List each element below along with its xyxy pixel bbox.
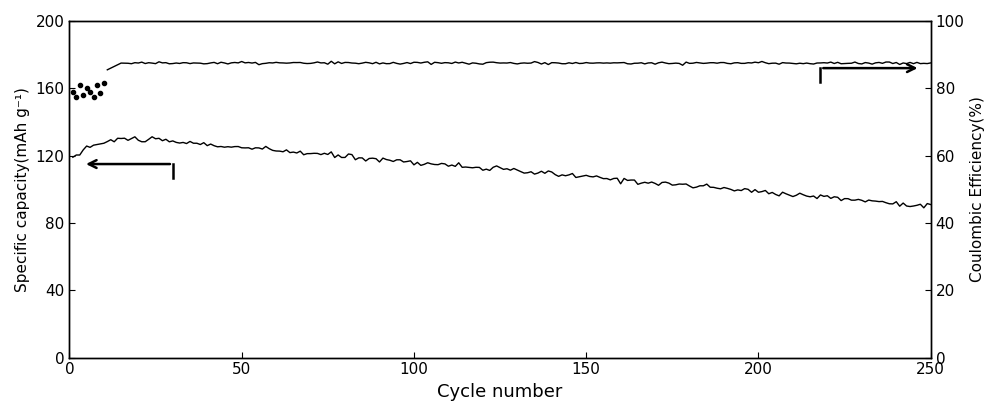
Y-axis label: Coulombic Efficiency(%): Coulombic Efficiency(%) xyxy=(970,97,985,282)
Y-axis label: Specific capacity(mAh g⁻¹): Specific capacity(mAh g⁻¹) xyxy=(15,87,30,292)
X-axis label: Cycle number: Cycle number xyxy=(437,383,563,401)
